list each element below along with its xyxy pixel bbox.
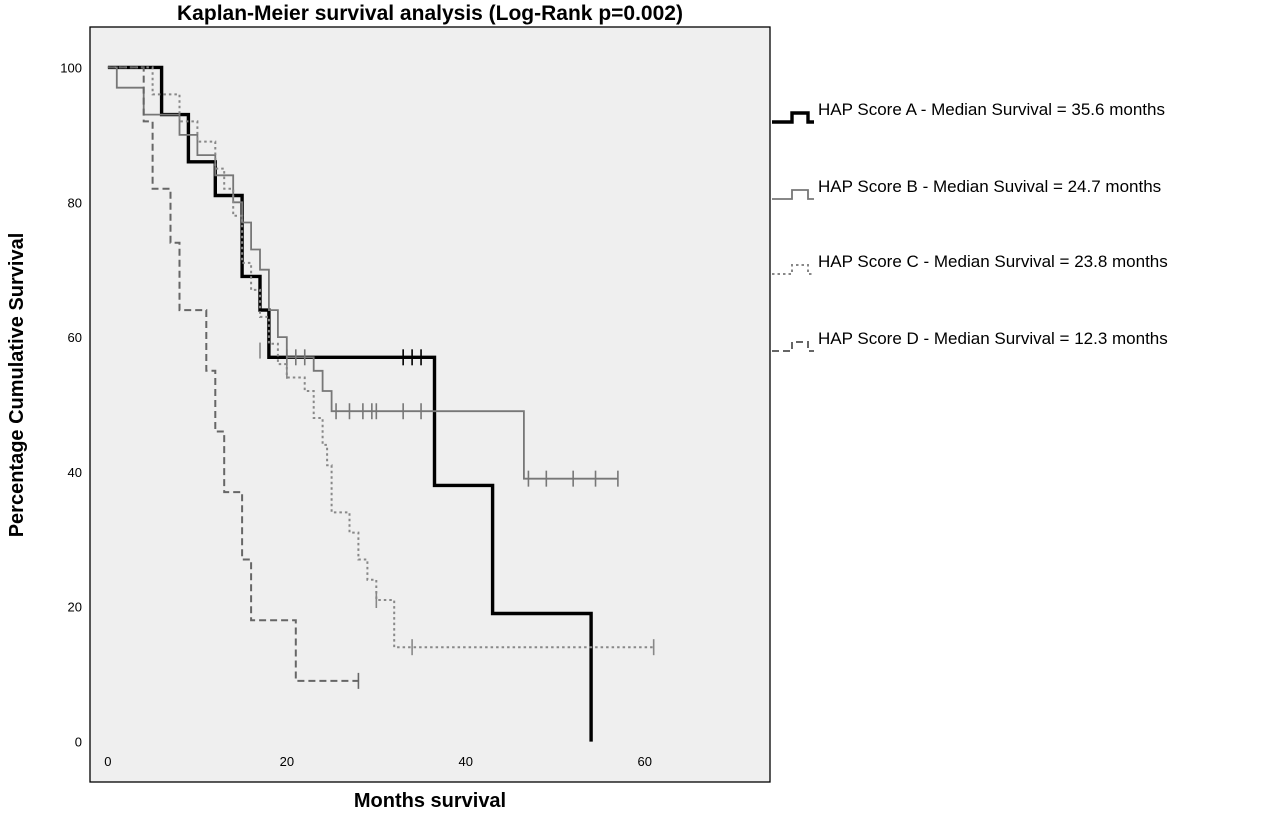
y-axis-label: Percentage Cumulative Survival — [6, 232, 28, 538]
y-tick-label: 20 — [68, 600, 82, 615]
legend-symbol — [772, 341, 814, 352]
chart-title: Kaplan-Meier survival analysis (Log-Rank… — [177, 2, 683, 25]
y-tick-label: 40 — [68, 465, 82, 480]
series-line — [107, 65, 593, 742]
series-3 — [107, 66, 655, 656]
legend-entry-label: HAP Score C - Median Survival = 23.8 mon… — [818, 252, 1168, 271]
series-4 — [107, 66, 360, 689]
legend-symbol — [772, 189, 814, 200]
series-line — [107, 66, 359, 682]
legend-entry-label: HAP Score A - Median Survival = 35.6 mon… — [818, 100, 1165, 119]
x-axis-label: Months survival — [353, 790, 507, 812]
x-tick-label: 60 — [638, 754, 652, 769]
x-tick-label: 40 — [459, 754, 473, 769]
y-tick-label: 100 — [60, 60, 82, 75]
y-tick-label: 80 — [68, 195, 82, 210]
series-1 — [107, 65, 593, 742]
legend-entry-label: HAP Score D - Median Survival = 12.3 mon… — [818, 329, 1168, 348]
legend-swatch — [772, 264, 814, 275]
y-tick-label: 60 — [68, 330, 82, 345]
plot-area — [89, 26, 771, 783]
legend — [772, 111, 814, 352]
legend-symbol — [772, 264, 814, 275]
series-2 — [107, 66, 619, 487]
series-layer — [107, 65, 655, 742]
legend-symbol — [772, 111, 814, 124]
axis-ticks: 0 20 40 60 80 100 0 20 40 60 — [60, 60, 652, 769]
x-tick-label: 20 — [280, 754, 294, 769]
legend-swatch — [772, 341, 814, 352]
legend-entry-label: HAP Score B - Median Suvival = 24.7 mont… — [818, 177, 1162, 196]
legend-swatch — [772, 189, 814, 200]
series-line — [107, 66, 618, 480]
legend-swatch — [772, 111, 814, 124]
x-tick-label: 0 — [104, 754, 111, 769]
y-tick-label: 0 — [75, 735, 82, 750]
